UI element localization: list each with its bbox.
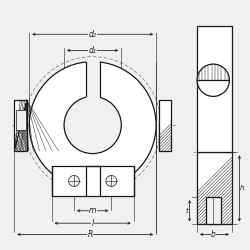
Bar xyxy=(158,100,171,151)
Circle shape xyxy=(29,62,156,188)
Circle shape xyxy=(68,176,80,186)
Bar xyxy=(86,58,100,98)
Text: h: h xyxy=(240,186,244,192)
Text: m: m xyxy=(89,206,96,215)
Bar xyxy=(16,110,26,130)
Text: d₂: d₂ xyxy=(89,30,96,39)
Circle shape xyxy=(197,64,230,96)
Bar xyxy=(197,152,232,224)
Text: b: b xyxy=(211,230,216,239)
Text: l: l xyxy=(92,219,94,228)
Bar xyxy=(52,166,134,196)
Circle shape xyxy=(64,96,121,154)
Circle shape xyxy=(106,176,117,186)
Text: d₁: d₁ xyxy=(89,46,96,55)
Bar xyxy=(197,26,232,152)
Bar xyxy=(14,100,27,151)
Text: G: G xyxy=(210,212,216,218)
Text: R: R xyxy=(88,230,93,239)
Text: t: t xyxy=(185,208,188,214)
Bar xyxy=(206,197,221,224)
